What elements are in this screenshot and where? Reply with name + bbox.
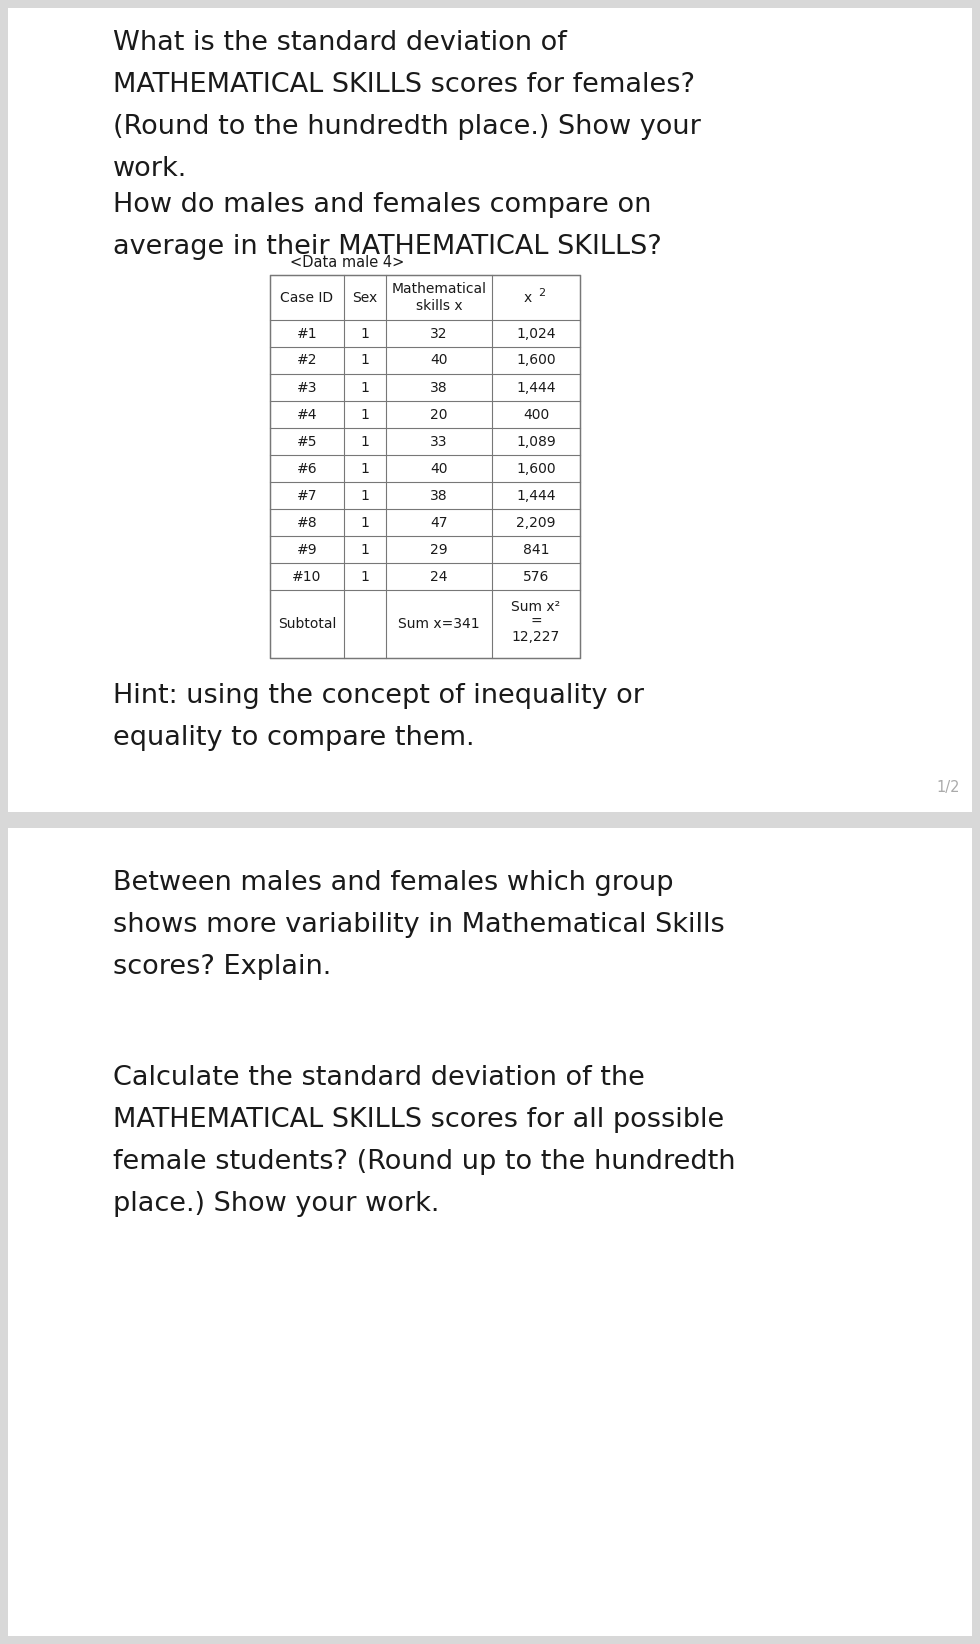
Text: 20: 20 (430, 408, 448, 421)
Text: 1/2: 1/2 (937, 779, 960, 796)
Text: How do males and females compare on
average in their MATHEMATICAL SKILLS?: How do males and females compare on aver… (113, 192, 662, 260)
Text: 1: 1 (361, 516, 369, 529)
Text: 2,209: 2,209 (516, 516, 556, 529)
Text: 400: 400 (523, 408, 549, 421)
Text: #5: #5 (297, 434, 318, 449)
Text: 32: 32 (430, 327, 448, 340)
Text: 1,444: 1,444 (516, 380, 556, 395)
Text: =: = (530, 615, 542, 630)
Text: #1: #1 (297, 327, 318, 340)
Text: #8: #8 (297, 516, 318, 529)
Text: 1,600: 1,600 (516, 353, 556, 368)
Text: What is the standard deviation of
MATHEMATICAL SKILLS scores for females?
(Round: What is the standard deviation of MATHEM… (113, 30, 701, 182)
Text: #9: #9 (297, 543, 318, 557)
Text: 1: 1 (361, 488, 369, 503)
Text: 1,600: 1,600 (516, 462, 556, 475)
Text: 1,444: 1,444 (516, 488, 556, 503)
Text: 33: 33 (430, 434, 448, 449)
Text: 12,227: 12,227 (512, 630, 561, 644)
Text: #10: #10 (292, 569, 321, 584)
Bar (8, 829, 972, 1636)
Text: Subtotal: Subtotal (277, 616, 336, 631)
Text: 38: 38 (430, 488, 448, 503)
Text: #2: #2 (297, 353, 318, 368)
Text: 40: 40 (430, 353, 448, 368)
Bar (8, 8, 972, 812)
Text: 1: 1 (361, 569, 369, 584)
Text: 1: 1 (361, 380, 369, 395)
Text: Case ID: Case ID (280, 291, 333, 304)
Text: Sum x=341: Sum x=341 (398, 616, 480, 631)
Text: Sex: Sex (353, 291, 377, 304)
Text: 29: 29 (430, 543, 448, 557)
Text: Between males and females which group
shows more variability in Mathematical Ski: Between males and females which group sh… (113, 870, 725, 980)
Text: Calculate the standard deviation of the
MATHEMATICAL SKILLS scores for all possi: Calculate the standard deviation of the … (113, 1065, 736, 1217)
Text: #6: #6 (297, 462, 318, 475)
Text: #3: #3 (297, 380, 318, 395)
Text: 1: 1 (361, 543, 369, 557)
Text: 1,024: 1,024 (516, 327, 556, 340)
Text: x: x (523, 291, 532, 304)
Text: 24: 24 (430, 569, 448, 584)
Text: 841: 841 (522, 543, 549, 557)
Text: <Data male 4>: <Data male 4> (290, 255, 405, 270)
Text: 1: 1 (361, 462, 369, 475)
Text: 2: 2 (538, 288, 545, 299)
Text: Sum x²: Sum x² (512, 600, 561, 613)
Text: 40: 40 (430, 462, 448, 475)
Text: 1,089: 1,089 (516, 434, 556, 449)
Text: 47: 47 (430, 516, 448, 529)
Text: 1: 1 (361, 434, 369, 449)
Text: Hint: using the concept of inequality or
equality to compare them.: Hint: using the concept of inequality or… (113, 682, 644, 751)
Text: #4: #4 (297, 408, 318, 421)
Text: 1: 1 (361, 353, 369, 368)
Text: 1: 1 (361, 408, 369, 421)
Text: 38: 38 (430, 380, 448, 395)
Bar (270, 275, 580, 658)
Text: Mathematical
skills x: Mathematical skills x (391, 281, 486, 312)
Text: 576: 576 (522, 569, 549, 584)
Text: #7: #7 (297, 488, 318, 503)
Text: 1: 1 (361, 327, 369, 340)
